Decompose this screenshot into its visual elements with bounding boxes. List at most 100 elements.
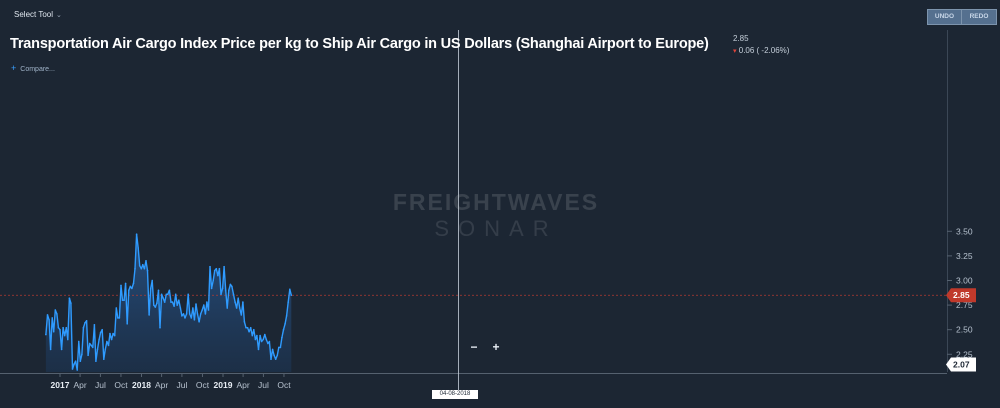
x-tick-label: Jul [258,380,269,390]
select-tool-dropdown[interactable]: Select Tool ⌄ [14,10,62,19]
data-point [224,289,227,292]
data-point [62,326,64,329]
data-point [173,305,175,307]
data-point [70,302,72,304]
watermark: FREIGHTWAVES SONAR [393,189,599,241]
chevron-down-icon: ⌄ [56,12,62,19]
data-point [179,307,182,309]
data-point [109,332,111,335]
data-point [170,301,172,303]
redo-button[interactable]: REDO [961,9,997,25]
data-point [181,315,183,317]
data-point [267,342,269,345]
y-tick-label: 2.75 [956,300,973,310]
data-point [192,307,194,309]
data-point [95,360,97,363]
data-point [206,301,208,303]
data-point [52,330,55,333]
data-point [199,313,202,315]
data-point [196,313,199,315]
data-point [231,285,233,288]
data-point [99,331,102,334]
data-point [229,283,232,286]
chart-title: Transportation Air Cargo Index Price per… [10,36,709,52]
data-point [146,269,149,272]
data-point [129,285,132,288]
data-point [237,297,239,300]
data-point [56,313,58,315]
data-point [284,323,286,325]
data-point [159,326,161,329]
data-point [243,321,246,323]
data-point [253,328,255,331]
data-point [156,302,158,304]
data-point [204,313,207,315]
data-point [268,340,271,343]
data-point [207,309,210,311]
x-tick-label: Jul [95,380,106,390]
data-point [273,354,275,357]
data-point [221,287,224,290]
zoom-in-button[interactable]: + [492,340,500,354]
data-point [281,336,283,339]
data-point [48,319,50,321]
data-point [203,304,205,306]
data-point [160,293,163,296]
x-tick-label: 2019 [214,380,233,390]
data-point [123,299,125,302]
data-point [270,358,272,361]
data-point [171,301,174,303]
data-point [279,346,282,349]
data-point [165,293,168,296]
x-tick-label: 2018 [132,380,151,390]
data-point [112,332,114,335]
data-point [79,360,82,363]
current-value-badge-bg [946,288,976,303]
data-point [282,328,285,331]
data-point [242,301,244,303]
data-point [212,279,214,282]
area-fill [45,234,292,372]
data-point [84,322,86,324]
x-tick-label: 2017 [51,380,70,390]
data-point [246,326,249,329]
data-point [107,344,110,347]
data-point [54,309,57,311]
data-point [153,304,155,306]
compare-label: Compare... [20,66,55,73]
x-tick-label: Apr [236,380,249,390]
x-tick-label: Apr [155,380,168,390]
data-point [254,338,257,341]
data-point [103,358,105,361]
y-tick-label: 3.50 [956,226,973,236]
data-point [118,317,121,319]
data-point [271,348,274,351]
data-point [249,326,252,329]
zoom-out-button[interactable]: − [470,340,478,354]
data-point [209,265,211,268]
data-point [59,328,61,331]
data-point [278,346,280,349]
data-point [82,326,85,329]
data-point [265,338,268,341]
data-point [215,267,218,270]
data-point [184,317,186,319]
compare-button[interactable]: + Compare... [11,63,55,73]
data-point [178,299,180,302]
data-point [198,321,200,323]
down-arrow-icon: ▾ [733,48,737,55]
last-value: 2.85 [733,34,749,43]
data-point [93,324,96,326]
x-tick-label: Jul [176,380,187,390]
data-point [115,307,118,309]
x-tick-label: Oct [277,380,291,390]
data-point [113,334,116,337]
watermark-freightwaves: FREIGHTWAVES [393,189,599,215]
data-point [187,293,189,296]
x-tick-label: Apr [73,380,86,390]
data-point [68,297,71,300]
data-point [90,344,93,347]
undo-button[interactable]: UNDO [927,9,962,25]
data-point [96,348,99,351]
